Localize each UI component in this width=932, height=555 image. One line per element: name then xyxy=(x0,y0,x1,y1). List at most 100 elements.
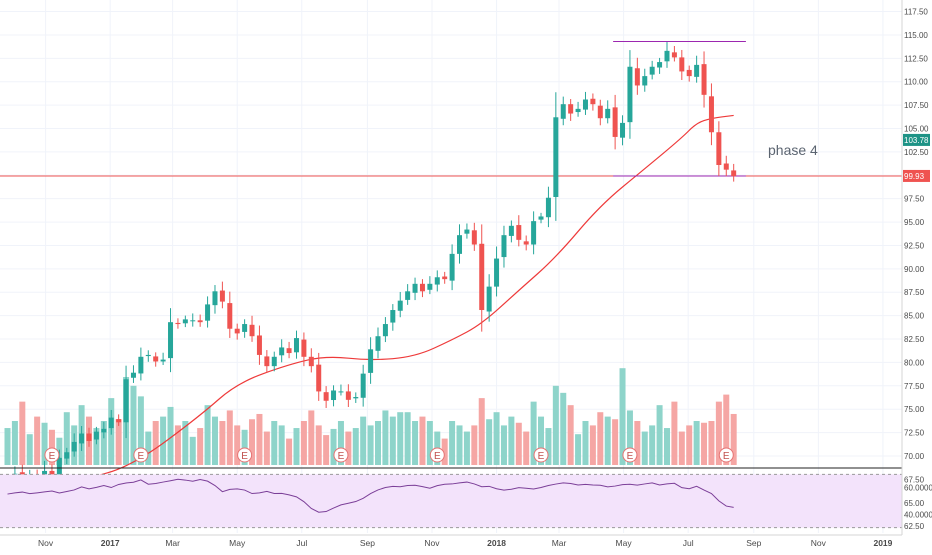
earnings-marker[interactable] xyxy=(333,447,349,463)
candle-body[interactable] xyxy=(397,300,403,311)
candle-body[interactable] xyxy=(93,431,99,440)
candle-body[interactable] xyxy=(590,98,596,105)
price-tick-label[interactable]: 105.00 xyxy=(904,125,929,134)
candle-body[interactable] xyxy=(686,69,692,77)
candle-body[interactable] xyxy=(427,283,433,290)
candle-body[interactable] xyxy=(108,417,114,429)
candle-body[interactable] xyxy=(486,286,492,312)
price-tick-label[interactable]: 95.00 xyxy=(904,218,925,227)
candle-body[interactable] xyxy=(531,221,537,245)
earnings-marker[interactable] xyxy=(533,447,549,463)
price-tick-label[interactable]: 117.50 xyxy=(904,8,928,17)
price-tick-label[interactable]: 70.00 xyxy=(904,452,925,461)
candle-body[interactable] xyxy=(716,132,722,165)
time-tick-label[interactable]: Nov xyxy=(424,538,440,548)
candle-body[interactable] xyxy=(301,339,307,357)
phase-annotation[interactable]: phase 4 xyxy=(768,142,818,158)
time-tick-label[interactable]: Jul xyxy=(296,538,307,548)
candle-body[interactable] xyxy=(116,419,122,423)
candle-body[interactable] xyxy=(197,320,203,323)
candle-body[interactable] xyxy=(464,229,470,234)
price-tick-label[interactable]: 67.50 xyxy=(904,475,925,484)
candle-body[interactable] xyxy=(323,392,329,401)
time-tick-label[interactable]: Nov xyxy=(811,538,827,548)
channel-lines[interactable] xyxy=(613,40,746,177)
candle-body[interactable] xyxy=(642,76,648,86)
price-tick-label[interactable]: 102.50 xyxy=(904,148,929,157)
candle-body[interactable] xyxy=(523,241,529,245)
candle-body[interactable] xyxy=(101,428,107,433)
candle-body[interactable] xyxy=(516,225,522,240)
candle-body[interactable] xyxy=(701,64,707,95)
candle-body[interactable] xyxy=(375,336,381,351)
time-tick-label[interactable]: Nov xyxy=(38,538,54,548)
candle-body[interactable] xyxy=(634,68,640,86)
candle-body[interactable] xyxy=(419,283,425,292)
candle-body[interactable] xyxy=(620,122,626,138)
candle-body[interactable] xyxy=(449,253,455,281)
candle-body[interactable] xyxy=(582,99,588,110)
candle-body[interactable] xyxy=(227,303,233,329)
time-tick-label[interactable]: 2018 xyxy=(487,538,506,548)
candle-body[interactable] xyxy=(649,66,655,75)
candle-body[interactable] xyxy=(234,328,240,334)
candle-body[interactable] xyxy=(219,290,225,302)
candle-body[interactable] xyxy=(382,324,388,337)
candle-body[interactable] xyxy=(553,117,559,197)
candle-body[interactable] xyxy=(264,356,270,367)
candle-body[interactable] xyxy=(353,397,359,399)
candle-body[interactable] xyxy=(123,379,129,423)
candlesticks[interactable] xyxy=(5,42,737,495)
time-tick-label[interactable]: May xyxy=(229,538,246,548)
candle-body[interactable] xyxy=(560,104,566,119)
candle-body[interactable] xyxy=(256,335,262,355)
candle-body[interactable] xyxy=(731,170,737,177)
price-tick-label[interactable]: 77.50 xyxy=(904,382,925,391)
candle-body[interactable] xyxy=(612,107,618,137)
candle-body[interactable] xyxy=(360,373,366,398)
time-tick-label[interactable]: 2017 xyxy=(101,538,120,548)
candle-body[interactable] xyxy=(249,324,255,337)
time-tick-label[interactable]: May xyxy=(616,538,633,548)
candle-body[interactable] xyxy=(316,364,322,392)
candle-body[interactable] xyxy=(64,452,70,459)
rsi-tick-label[interactable]: 40.0000 xyxy=(904,510,932,519)
hline-price-badge[interactable] xyxy=(903,169,930,182)
candle-body[interactable] xyxy=(308,356,314,367)
candle-body[interactable] xyxy=(671,52,677,58)
candle-body[interactable] xyxy=(605,108,611,119)
candle-body[interactable] xyxy=(49,470,55,477)
time-tick-label[interactable]: Mar xyxy=(165,538,180,548)
candle-body[interactable] xyxy=(708,96,714,133)
candle-body[interactable] xyxy=(442,276,448,280)
price-tick-label[interactable]: 92.50 xyxy=(904,241,925,250)
candle-body[interactable] xyxy=(242,324,248,332)
candle-body[interactable] xyxy=(145,354,151,357)
price-tick-label[interactable]: 110.00 xyxy=(904,78,928,87)
candle-body[interactable] xyxy=(694,64,700,77)
candle-body[interactable] xyxy=(538,216,544,220)
candle-body[interactable] xyxy=(723,163,729,170)
price-tick-label[interactable]: 90.00 xyxy=(904,265,925,274)
candle-body[interactable] xyxy=(338,391,344,393)
candle-body[interactable] xyxy=(368,349,374,373)
candle-body[interactable] xyxy=(664,50,670,62)
price-tick-label[interactable]: 72.50 xyxy=(904,429,925,438)
earnings-marker[interactable] xyxy=(237,447,253,463)
candle-body[interactable] xyxy=(138,356,144,374)
price-tick-label[interactable]: 85.00 xyxy=(904,312,925,321)
candle-body[interactable] xyxy=(471,230,477,245)
candle-body[interactable] xyxy=(86,433,92,442)
candle-body[interactable] xyxy=(405,291,411,300)
earnings-marker[interactable] xyxy=(44,447,60,463)
candle-body[interactable] xyxy=(175,322,181,325)
candle-body[interactable] xyxy=(345,391,351,400)
candle-body[interactable] xyxy=(597,105,603,119)
price-axis[interactable]: 117.50 115.00 112.50 110.00 107.50 105.00 102.… xyxy=(901,0,932,535)
price-tick-label[interactable]: 87.50 xyxy=(904,288,925,297)
candle-body[interactable] xyxy=(212,291,218,306)
candle-body[interactable] xyxy=(71,441,77,452)
price-tick-label[interactable]: 62.50 xyxy=(904,522,925,531)
price-tick-label[interactable]: 115.00 xyxy=(904,31,928,40)
